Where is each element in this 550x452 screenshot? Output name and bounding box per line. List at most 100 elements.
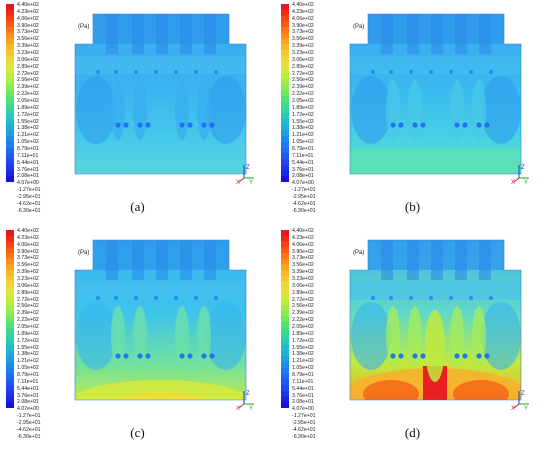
legend-tick-label: 4.23e+02 [292, 8, 314, 15]
panel-caption: (d) [404, 425, 421, 440]
legend-tick-label: 1.89e+02 [17, 104, 39, 111]
axis-y-label: Y [524, 406, 528, 410]
legend-swatch [281, 258, 289, 265]
legend-tick-label: 8.79e+01 [17, 372, 39, 379]
axis-y-label: Y [524, 180, 528, 184]
hot-zone [75, 380, 246, 400]
vortex-point [134, 296, 138, 300]
legend-swatch [281, 176, 289, 182]
nozzle-point [123, 353, 129, 359]
legend-swatch [6, 164, 14, 171]
legend-swatch [6, 130, 14, 137]
plume [386, 80, 400, 140]
legend-swatch [281, 159, 289, 166]
legend-swatch [281, 385, 289, 392]
nozzle-point [454, 353, 460, 359]
unit-label: (Pa) [78, 250, 90, 256]
legend-tick-label: 2.56e+02 [292, 77, 314, 84]
legend-tick-label: -4.62e+01 [17, 200, 41, 207]
axis-z-label: Z [521, 391, 525, 397]
legend-tick-label: 4.40e+02 [292, 2, 314, 8]
legend-swatch [6, 350, 14, 357]
nozzle-point [398, 353, 404, 359]
legend-swatch [6, 373, 14, 380]
nozzle-point [115, 353, 121, 359]
nozzle-point [390, 353, 396, 359]
vortex-point [214, 70, 218, 74]
warm-layer [350, 148, 521, 174]
legend-swatch [281, 107, 289, 114]
legend-swatch [6, 38, 14, 45]
vortex-point [449, 70, 453, 74]
vortex-point [194, 70, 198, 74]
legend-swatch [281, 402, 289, 408]
legend-tick-label: 1.38e+02 [292, 351, 314, 358]
panel-caption: (a) [130, 199, 145, 214]
legend-tick-label: 4.23e+02 [17, 234, 39, 241]
nozzle-point [390, 122, 396, 128]
legend-tick-label: -1.27e+01 [17, 187, 41, 194]
legend-swatch [281, 32, 289, 39]
legend-swatch [281, 61, 289, 68]
legend-tick-label: 1.72e+02 [17, 111, 39, 118]
legend-tick-label: 1.05e+02 [17, 139, 39, 146]
legend-tick-label: 2.72e+02 [17, 296, 39, 303]
axis-z-label: Z [521, 165, 525, 171]
legend-swatch [281, 241, 289, 248]
side-lobe [481, 302, 521, 370]
legend-swatch [6, 159, 14, 166]
legend-tick-label: 2.39e+02 [17, 310, 39, 317]
duct-streak [204, 240, 216, 280]
legend-swatch [281, 78, 289, 85]
legend-tick-label: 3.73e+02 [17, 29, 39, 36]
duct-streak [431, 14, 443, 54]
legend-tick-label: 1.05e+02 [292, 365, 314, 372]
legend-tick-label: 3.39e+02 [292, 269, 314, 276]
duct-streak [156, 14, 168, 54]
legend-swatch [281, 170, 289, 177]
legend-tick-label: 3.73e+02 [17, 255, 39, 262]
panel-a: 4.40e+02 4.23e+02 4.06e+02 3.90e+02 3.73e+02… [0, 0, 275, 226]
legend-tick-label: -2.95e+01 [17, 194, 41, 201]
duct-streak [455, 240, 467, 280]
legend-swatch [281, 67, 289, 74]
nozzle-point [201, 353, 207, 359]
legend-swatch [6, 293, 14, 300]
legend-swatch [281, 275, 289, 282]
pressure-contour-field [74, 239, 247, 401]
legend-swatch [6, 356, 14, 363]
legend-swatch [6, 118, 14, 125]
legend-tick-label: 4.07e+00 [17, 406, 39, 413]
legend-tick-label: 2.39e+02 [292, 84, 314, 91]
legend-swatch [6, 230, 14, 237]
legend-tick-label: 4.07e+00 [292, 406, 314, 413]
legend-tick-label: 3.06e+02 [17, 56, 39, 63]
legend-tick-label: 1.38e+02 [292, 125, 314, 132]
legend-tick-label: 3.90e+02 [292, 248, 314, 255]
nozzle-point [412, 122, 418, 128]
legend-swatch [6, 367, 14, 374]
axis-triad-icon: Z Y X [236, 165, 254, 184]
legend-swatch [6, 379, 14, 386]
legend-tick-label: 2.05e+02 [17, 98, 39, 105]
legend-tick-label: 4.40e+02 [17, 2, 39, 8]
legend-tick-label: 4.06e+02 [292, 241, 314, 248]
plume [175, 80, 189, 140]
legend-tick-label: 2.05e+02 [292, 324, 314, 331]
legend-tick-label: 1.72e+02 [292, 111, 314, 118]
legend-swatch [6, 270, 14, 277]
legend-swatch [281, 327, 289, 334]
legend-swatch [281, 124, 289, 131]
nozzle-point [412, 353, 418, 359]
legend-tick-label: 4.07e+00 [17, 180, 39, 187]
vortex-point [114, 70, 118, 74]
legend-swatch [281, 373, 289, 380]
legend-swatch [281, 164, 289, 171]
plume [197, 306, 211, 366]
legend-labels: 4.40e+02 4.23e+02 4.06e+02 3.90e+02 3.73e+02… [292, 228, 342, 441]
legend-tick-label: 2.72e+02 [292, 296, 314, 303]
hot-zone [110, 392, 210, 400]
duct-streak [431, 240, 443, 280]
legend-swatch [6, 327, 14, 334]
legend-swatch [6, 298, 14, 305]
